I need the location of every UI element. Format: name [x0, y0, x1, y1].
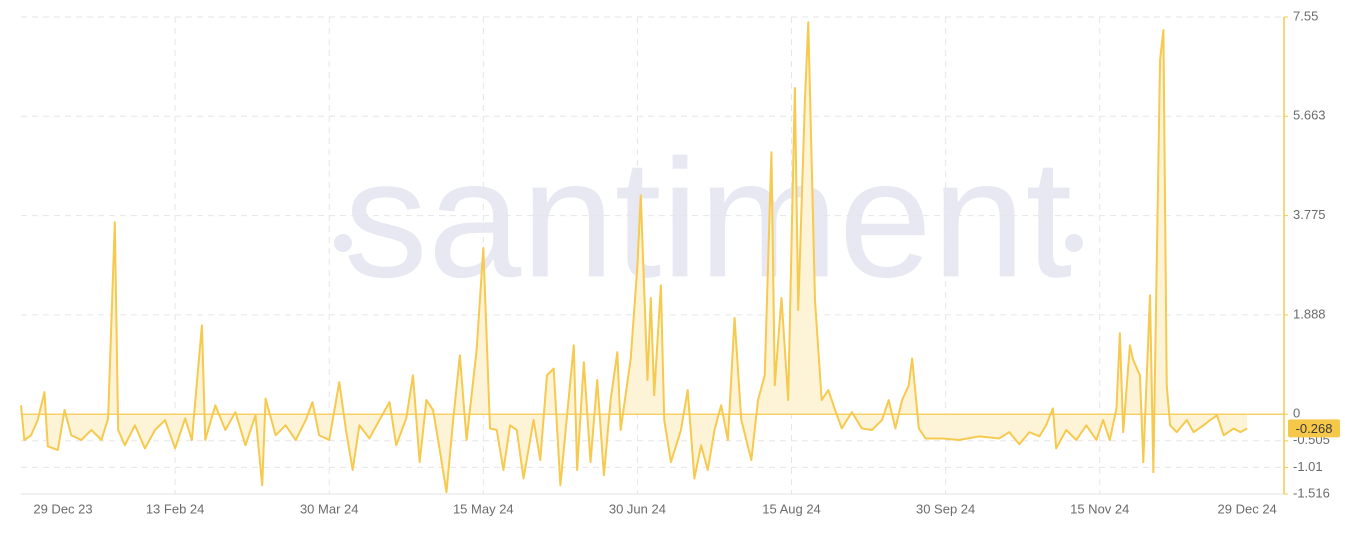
y-tick-label: -1.516 [1293, 485, 1330, 500]
x-tick-label: 13 Feb 24 [146, 501, 205, 516]
y-tick-label: -1.01 [1293, 459, 1323, 474]
current-value-box [1288, 419, 1340, 438]
watermark-dot [334, 234, 352, 252]
y-tick-label: 0 [1293, 406, 1300, 421]
x-tick-label: 30 Mar 24 [300, 501, 359, 516]
x-tick-label: 15 May 24 [453, 501, 514, 516]
x-tick-label: 30 Sep 24 [916, 501, 975, 516]
x-tick-label: 29 Dec 23 [33, 501, 92, 516]
watermark: santiment [344, 124, 1072, 312]
line [20, 21, 1248, 494]
watermark-dot [1065, 234, 1083, 252]
x-tick-label: 15 Aug 24 [762, 501, 821, 516]
y-tick-label: 1.888 [1293, 306, 1326, 321]
current-value-label: -0.268 [1296, 421, 1333, 436]
x-tick-label: 15 Nov 24 [1070, 501, 1129, 516]
x-tick-label: 30 Jun 24 [609, 501, 666, 516]
x-tick-label: 29 Dec 24 [1218, 501, 1277, 516]
y-tick-label: 3.775 [1293, 207, 1326, 222]
y-tick-label: 5.663 [1293, 108, 1326, 123]
y-tick-label: 7.55 [1293, 8, 1318, 23]
